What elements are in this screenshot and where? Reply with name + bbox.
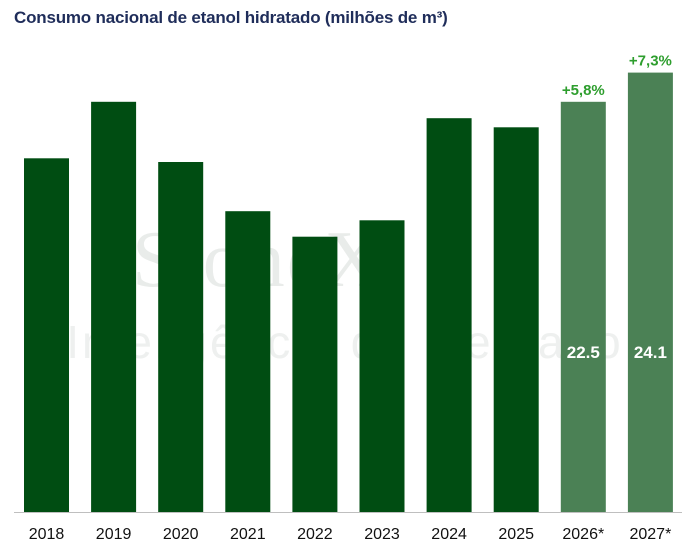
bar-2025	[493, 127, 539, 513]
x-tick-label: 2023	[364, 526, 400, 543]
growth-label: +5,8%	[562, 82, 605, 99]
bars-group	[24, 72, 673, 513]
x-tick-label: 2022	[297, 526, 333, 543]
x-tick-label: 2026*	[562, 526, 604, 543]
chart-title: Consumo nacional de etanol hidratado (mi…	[14, 8, 448, 27]
bar-2019	[91, 101, 137, 513]
bar-2026-projected	[560, 101, 606, 513]
value-label: 24.1	[634, 343, 667, 362]
data-labels: 22.5 +5,8% 24.1 +7,3%	[562, 53, 672, 362]
growth-label: +7,3%	[629, 53, 672, 70]
x-axis-ticks: 2018 2019 2020 2021 2022 2023 2024 2025 2026* 202…	[29, 526, 672, 543]
x-tick-label: 2024	[431, 526, 467, 543]
x-tick-label: 2020	[163, 526, 199, 543]
x-tick-label: 2018	[29, 526, 65, 543]
bar-2021	[225, 211, 271, 512]
watermark: StoneX ® Inteligência de Mercado	[66, 216, 623, 368]
x-tick-label: 2025	[498, 526, 534, 543]
x-tick-label: 2027*	[629, 526, 671, 543]
bar-2024	[426, 118, 472, 512]
bar-2022	[292, 236, 338, 512]
value-label: 22.5	[567, 343, 600, 362]
x-tick-label: 2021	[230, 526, 266, 543]
bar-2023	[359, 220, 405, 513]
bar-2018	[24, 158, 69, 513]
x-tick-label: 2019	[96, 526, 132, 543]
watermark-tagline: Inteligência de Mercado	[66, 316, 623, 368]
bar-2020	[158, 162, 204, 512]
bar-2027-projected	[627, 72, 673, 512]
